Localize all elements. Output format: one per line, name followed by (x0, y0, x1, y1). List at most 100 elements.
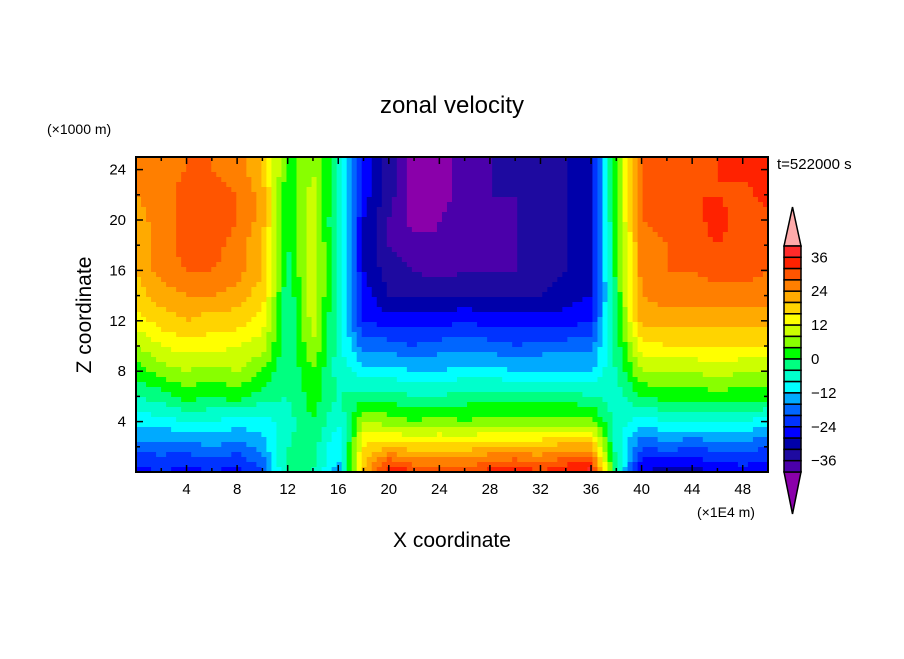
contour-cell (607, 327, 614, 333)
contour-cell (597, 237, 604, 243)
contour-cell (642, 457, 704, 463)
contour-cell (291, 267, 298, 273)
contour-cell (652, 227, 709, 233)
contour-cell (667, 247, 769, 253)
contour-cell (311, 317, 318, 323)
contour-cell (622, 317, 629, 323)
contour-cell (632, 197, 639, 203)
contour-cell (421, 272, 458, 278)
contour-cell (632, 262, 639, 268)
colorbar-swatch (783, 324, 802, 338)
contour-cell (266, 247, 273, 253)
contour-cell (607, 282, 614, 288)
contour-cell (276, 207, 283, 213)
contour-cell (336, 337, 343, 343)
contour-cell (261, 367, 278, 373)
contour-cell (336, 282, 343, 288)
contour-cell (256, 197, 268, 203)
contour-cell (336, 302, 343, 308)
contour-cell (326, 442, 343, 448)
contour-cell (281, 182, 298, 188)
contour-cell (592, 307, 599, 313)
contour-cell (366, 277, 383, 283)
contour-cell (612, 207, 619, 213)
contour-cell (136, 452, 157, 458)
contour-cell (261, 267, 268, 273)
contour-cell (306, 407, 318, 413)
contour-cell (627, 297, 634, 303)
contour-cell (261, 272, 268, 278)
contour-cell (246, 157, 262, 163)
contour-cell (321, 432, 333, 438)
contour-cell (261, 182, 268, 188)
contour-cell (271, 222, 278, 228)
contour-cell (351, 337, 358, 343)
contour-cell (336, 182, 343, 188)
contour-cell (597, 192, 604, 198)
contour-cell (637, 337, 644, 343)
contour-cell (336, 237, 343, 243)
contour-cell (136, 442, 202, 448)
contour-cell (266, 457, 273, 463)
contour-cell (627, 397, 659, 403)
contour-cell (637, 302, 659, 308)
contour-cell (271, 467, 283, 473)
contour-cell (356, 452, 363, 458)
contour-cell (452, 172, 493, 178)
contour-cell (627, 172, 634, 178)
contour-cell (592, 437, 599, 443)
contour-cell (602, 172, 609, 178)
contour-cell (136, 282, 142, 288)
contour-cell (637, 232, 659, 238)
colorbar-under-triangle (783, 471, 802, 515)
contour-cell (602, 177, 609, 183)
contour-cell (707, 447, 759, 453)
contour-cell (627, 287, 634, 293)
contour-cell (251, 357, 273, 363)
contour-cell (612, 412, 769, 418)
contour-cell (597, 177, 604, 183)
contour-cell (316, 407, 333, 413)
contour-cell (291, 262, 298, 268)
contour-cell (316, 257, 328, 263)
contour-cell (602, 182, 609, 188)
contour-cell (396, 252, 518, 258)
contour-cell (241, 367, 262, 373)
contour-cell (321, 197, 333, 203)
contour-cell (341, 442, 348, 448)
contour-cell (722, 202, 764, 208)
colorbar-swatch (783, 414, 802, 428)
contour-cell (336, 352, 343, 358)
contour-cell (321, 347, 328, 353)
contour-cell (331, 272, 338, 278)
contour-cell (136, 192, 177, 198)
contour-cell (341, 322, 348, 328)
contour-cell (607, 287, 614, 293)
contour-cell (151, 237, 177, 243)
contour-cell (351, 282, 358, 288)
contour-cell (632, 462, 639, 468)
contour-cell (657, 232, 709, 238)
contour-cell (351, 467, 358, 473)
contour-cell (597, 422, 609, 428)
contour-cell (321, 322, 328, 328)
contour-cell (296, 307, 303, 313)
contour-cell (381, 172, 398, 178)
contour-cell (346, 437, 353, 443)
contour-cell (301, 282, 308, 288)
contour-cell (331, 257, 338, 263)
contour-cell (306, 397, 323, 403)
contour-cell (331, 157, 338, 163)
contour-cell (296, 302, 303, 308)
contour-cell (567, 462, 594, 468)
contour-cell (361, 442, 368, 448)
contour-cell (411, 267, 518, 273)
contour-cell (366, 197, 383, 203)
contour-cell (597, 352, 609, 358)
contour-cell (266, 192, 273, 198)
contour-cell (612, 322, 619, 328)
contour-cell (301, 367, 323, 373)
contour-cell (597, 207, 604, 213)
contour-cell (176, 222, 237, 228)
